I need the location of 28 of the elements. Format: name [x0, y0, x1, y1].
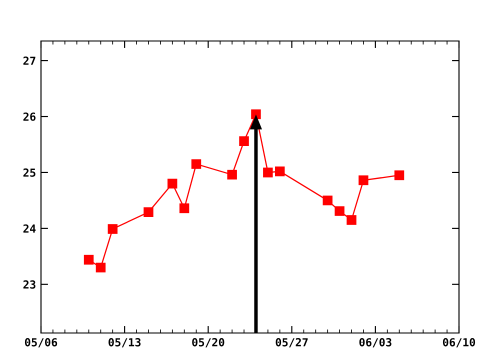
x-tick-label: 05/06: [24, 338, 58, 348]
y-tick-label: 25: [23, 168, 36, 177]
point: [394, 170, 404, 180]
x-tick-label: 05/20: [192, 338, 224, 348]
point: [263, 168, 273, 178]
point: [191, 159, 202, 169]
x-tick-label: 05/13: [108, 338, 141, 348]
x-tick-label: 06/10: [442, 338, 476, 348]
point: [251, 109, 261, 120]
point: [334, 206, 344, 216]
point: [346, 215, 356, 225]
point: [239, 136, 249, 146]
point: [144, 207, 154, 218]
x-tick-label: 06/03: [359, 338, 392, 348]
point: [274, 166, 285, 176]
y-tick-label: 27: [23, 56, 36, 65]
point: [322, 196, 332, 206]
point: [96, 262, 106, 272]
point: [168, 178, 178, 189]
point: [179, 203, 190, 214]
x-tick-label: 05/27: [276, 338, 308, 348]
y-tick-label: 26: [23, 112, 36, 121]
point: [227, 170, 237, 180]
point: [358, 175, 368, 186]
point: [84, 254, 94, 265]
y-tick-label: 24: [23, 224, 36, 233]
point: [108, 224, 118, 234]
y-tick-label: 23: [23, 280, 36, 289]
